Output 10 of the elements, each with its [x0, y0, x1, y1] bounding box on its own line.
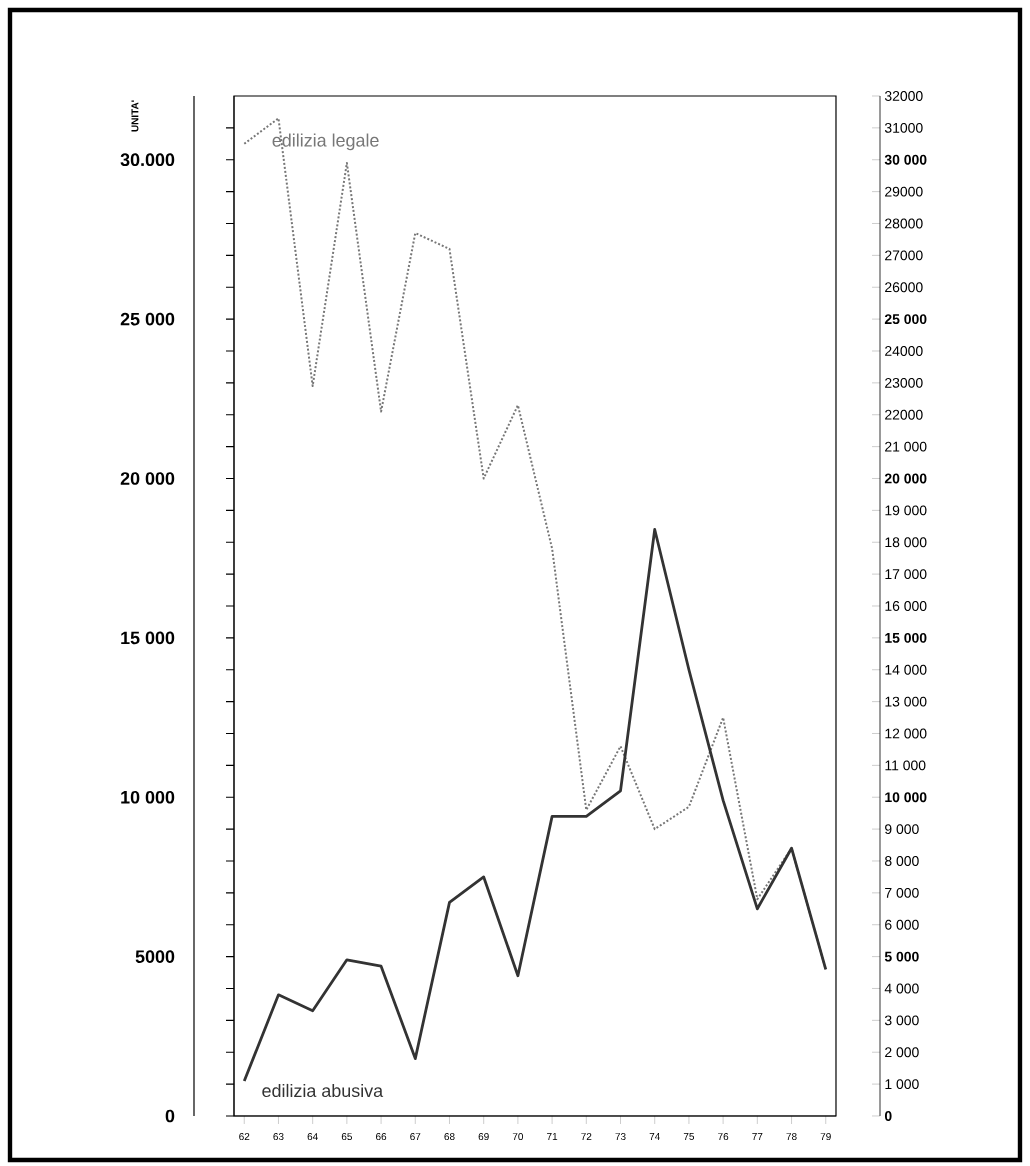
series-label: edilizia legale — [272, 133, 379, 151]
y-tick-label: 20 000 — [120, 472, 175, 485]
y-tick-label: 0 — [165, 1109, 175, 1123]
series-label: edilizia abusiva — [262, 1083, 384, 1098]
y-tick-label: 5000 — [135, 950, 175, 963]
y-tick-label: 25 000 — [120, 312, 175, 326]
y-tick-label: 30.000 — [120, 153, 175, 167]
y-tick-label: 10 000 — [121, 790, 175, 804]
line-series — [242, 528, 828, 1083]
y-tick-label: 15 000 — [121, 631, 175, 645]
